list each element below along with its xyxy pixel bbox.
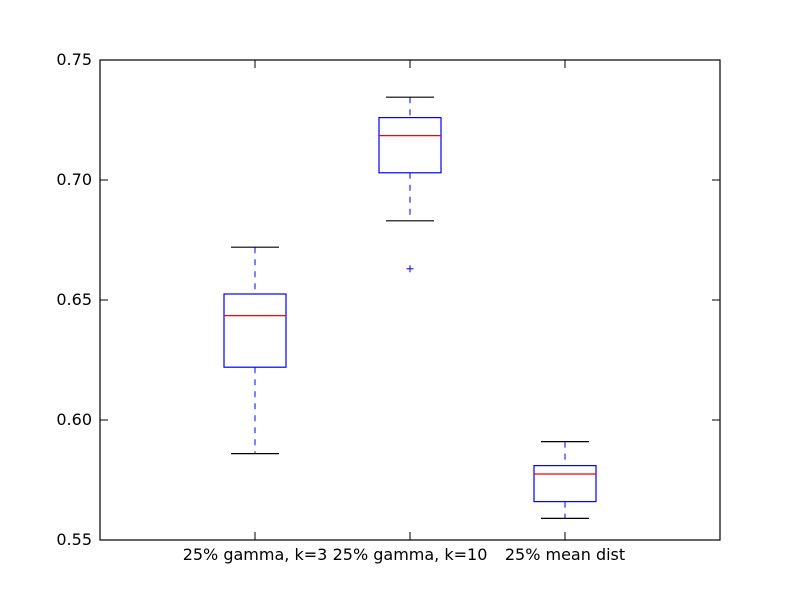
box-group (533, 441, 597, 520)
outlier-marker (406, 265, 414, 273)
y-tick-label: 0.70 (56, 170, 92, 189)
iqr-box (378, 116, 442, 174)
y-tick-label: 0.55 (56, 530, 92, 549)
iqr-box (223, 293, 287, 368)
box-group (378, 96, 442, 273)
chart-marks (223, 96, 597, 520)
y-tick-label: 0.60 (56, 410, 92, 429)
y-tick-label: 0.75 (56, 50, 92, 69)
box-group (223, 246, 287, 455)
x-tick-label: 25% gamma, k=3 (183, 545, 328, 564)
chart-axes: 0.55 0.60 0.65 0.70 0.75 25% gamma, k=3 25% ga… (56, 50, 721, 564)
iqr-box (533, 465, 597, 503)
x-tick-label: 25% gamma, k=10 (333, 545, 488, 564)
x-tick-label: 25% mean dist (505, 545, 625, 564)
y-tick-label: 0.65 (56, 290, 92, 309)
